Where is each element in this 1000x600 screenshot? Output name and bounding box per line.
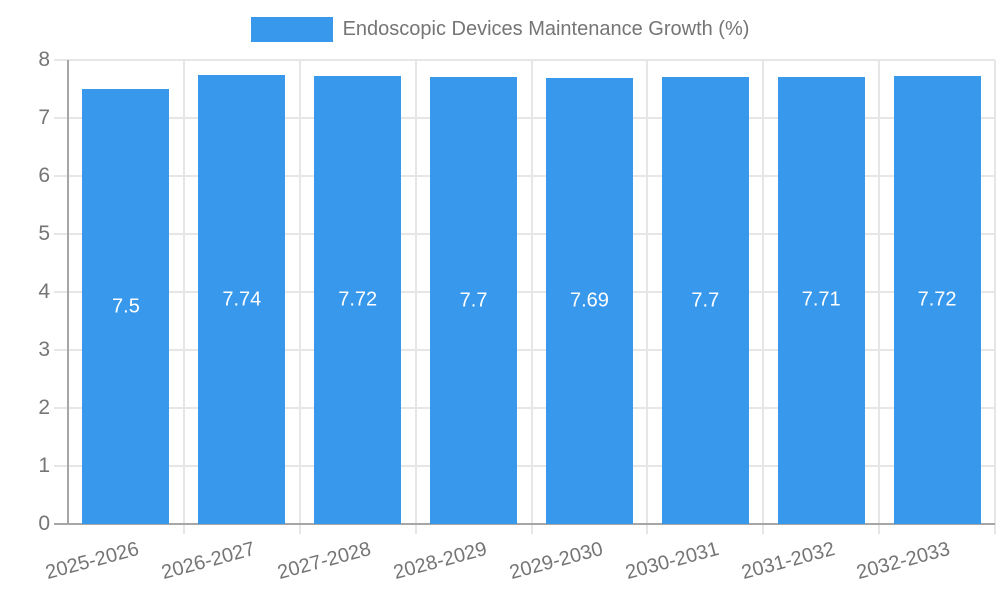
bar[interactable]: 7.71 xyxy=(777,76,865,524)
y-axis-tick-label: 6 xyxy=(38,164,50,187)
y-axis-tick-label: 2 xyxy=(38,396,50,419)
x-axis-tick-label: 2026-2027 xyxy=(159,538,258,585)
y-axis-tick-label: 5 xyxy=(38,222,50,245)
x-axis-tick-label: 2025-2026 xyxy=(43,538,142,585)
bar[interactable]: 7.72 xyxy=(314,76,402,524)
bar-value-label: 7.71 xyxy=(801,288,841,311)
x-gridline xyxy=(994,60,996,534)
y-gridline xyxy=(54,465,995,467)
bar[interactable]: 7.72 xyxy=(893,76,981,524)
y-axis-tick-label: 0 xyxy=(38,512,50,535)
y-gridline xyxy=(54,233,995,235)
x-gridline xyxy=(878,60,881,534)
legend-swatch xyxy=(250,17,333,42)
bar[interactable]: 7.5 xyxy=(82,89,170,524)
bar[interactable]: 7.7 xyxy=(430,77,518,524)
y-axis-line xyxy=(67,60,69,524)
y-gridline xyxy=(54,349,995,351)
bar-value-label: 7.72 xyxy=(917,288,957,311)
y-gridline xyxy=(54,117,995,119)
x-axis-tick-label: 2029-2030 xyxy=(507,538,606,585)
y-axis-tick-label: 8 xyxy=(38,48,50,71)
bar[interactable]: 7.74 xyxy=(198,75,286,524)
bar-value-label: 7.69 xyxy=(569,289,609,312)
legend-item[interactable]: Endoscopic Devices Maintenance Growth (%… xyxy=(0,17,1000,42)
y-axis-tick-label: 4 xyxy=(38,280,50,303)
y-axis-tick-label: 7 xyxy=(38,106,50,129)
x-axis-tick-label: 2031-2032 xyxy=(738,538,837,585)
y-axis-tick-label: 1 xyxy=(38,454,50,477)
x-gridline xyxy=(182,60,185,534)
bar-value-label: 7.7 xyxy=(459,289,488,312)
y-axis-tick-label: 3 xyxy=(38,338,50,361)
bar-value-label: 7.5 xyxy=(112,295,140,317)
x-axis-tick-label: 2027-2028 xyxy=(275,538,374,585)
x-gridline xyxy=(530,60,533,534)
x-gridline xyxy=(414,60,417,534)
x-gridline xyxy=(298,60,301,534)
bar[interactable]: 7.69 xyxy=(545,77,633,524)
legend-label: Endoscopic Devices Maintenance Growth (%… xyxy=(342,18,750,40)
x-axis-tick-label: 2028-2029 xyxy=(391,538,490,585)
x-axis-tick-label: 2030-2031 xyxy=(622,538,722,585)
bar-value-label: 7.72 xyxy=(338,288,378,311)
x-axis-tick-label: 2032-2033 xyxy=(854,538,953,585)
x-axis-line xyxy=(54,523,995,525)
x-gridline xyxy=(762,60,765,534)
x-gridline xyxy=(646,60,649,534)
y-gridline xyxy=(54,175,995,177)
bar-value-label: 7.74 xyxy=(222,288,262,311)
y-gridline xyxy=(54,59,995,61)
bar[interactable]: 7.7 xyxy=(661,77,749,524)
bar-value-label: 7.7 xyxy=(691,289,720,312)
y-gridline xyxy=(54,291,995,293)
y-gridline xyxy=(54,407,995,409)
